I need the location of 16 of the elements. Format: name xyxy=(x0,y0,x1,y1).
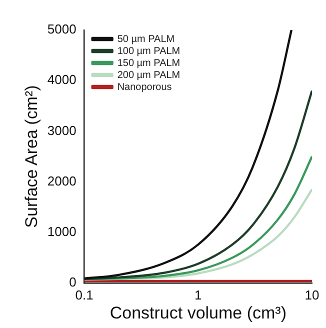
x-axis-title: Construct volume (cm³) xyxy=(110,303,286,322)
x-tick-label: 1 xyxy=(194,287,202,302)
x-tick-label: 0.1 xyxy=(75,287,94,302)
x-tick-label: 10 xyxy=(304,287,320,302)
legend-label: 100 µm PALM xyxy=(117,46,180,57)
legend-label: 200 µm PALM xyxy=(117,70,180,81)
y-tick-label: 2000 xyxy=(47,173,76,188)
y-tick-label: 3000 xyxy=(47,122,76,138)
legend-label: 150 µm PALM xyxy=(117,58,180,69)
y-tick-label: 0 xyxy=(69,274,76,290)
legend-label: Nanoporous xyxy=(117,82,172,93)
y-axis-title: Surface Area (cm²) xyxy=(22,85,41,228)
y-tick-label: 4000 xyxy=(47,72,76,88)
y-tick-label: 5000 xyxy=(47,22,76,37)
y-tick-label: 1000 xyxy=(47,224,76,239)
legend-label: 50 µm PALM xyxy=(117,34,175,45)
